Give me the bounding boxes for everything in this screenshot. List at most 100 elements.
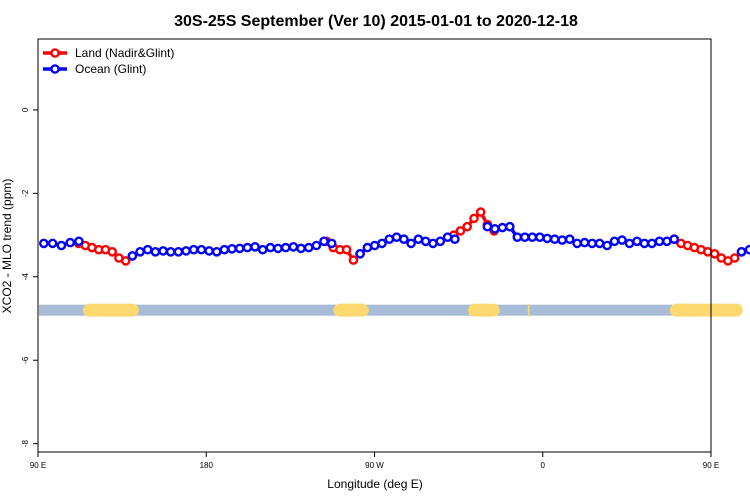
data-point (475, 207, 486, 217)
data-point (158, 246, 168, 256)
data-point (107, 246, 117, 257)
legend-swatch-marker (50, 48, 60, 58)
data-point (196, 244, 207, 255)
x-tick-label: 0 (541, 461, 546, 470)
data-point (482, 221, 493, 232)
data-point (227, 243, 237, 254)
data-point (219, 244, 230, 255)
data-point (462, 221, 473, 232)
x-axis-label: Longitude (deg E) (327, 477, 422, 491)
data-point (311, 240, 322, 251)
legend: Land (Nadir&Glint) Ocean (Glint) (43, 46, 174, 76)
series-layer (39, 207, 750, 266)
data-point (639, 238, 650, 249)
legend-item: Land (Nadir&Glint) (43, 46, 174, 60)
data-point (609, 236, 620, 247)
data-point (384, 234, 395, 244)
data-point (497, 222, 508, 233)
data-point (242, 242, 253, 253)
legend-label: Land (Nadir&Glint) (75, 46, 174, 60)
data-point (399, 234, 409, 244)
data-point (455, 226, 466, 236)
data-point (587, 238, 597, 249)
data-point (273, 243, 283, 254)
data-point (490, 223, 500, 234)
data-point (736, 246, 747, 257)
data-point (181, 246, 191, 256)
data-point (120, 256, 131, 266)
data-point (377, 238, 387, 249)
legend-swatch-marker (50, 64, 60, 74)
land-band-segment (669, 303, 743, 317)
data-point (204, 246, 214, 256)
data-point (127, 251, 138, 261)
data-point (442, 232, 453, 242)
data-point (579, 237, 590, 248)
x-tick-label: 180 (200, 461, 214, 470)
data-point (572, 238, 582, 249)
data-point (469, 213, 479, 224)
data-point (173, 246, 184, 257)
data-point (56, 240, 67, 251)
data-point (527, 232, 538, 242)
data-point (654, 236, 665, 247)
series-land (73, 207, 747, 266)
data-point (341, 244, 352, 255)
data-point (594, 238, 605, 249)
data-point (348, 255, 359, 265)
data-point (355, 248, 365, 259)
land-band-segment (333, 303, 369, 317)
data-point (729, 253, 740, 263)
y-tick-label: -4 (21, 273, 30, 281)
data-point (165, 246, 176, 257)
data-point (39, 238, 49, 249)
data-point (188, 244, 199, 255)
data-point (504, 221, 515, 232)
data-point (520, 232, 530, 242)
data-point (303, 242, 314, 253)
data-point (211, 246, 222, 257)
data-point (564, 234, 575, 244)
land-band-segment (82, 303, 139, 317)
data-point (142, 244, 153, 255)
data-point (542, 233, 553, 244)
data-point (512, 232, 523, 242)
x-tick-label: 90 W (365, 461, 384, 470)
data-point (617, 235, 627, 245)
ocean-band (39, 304, 710, 316)
data-point (647, 238, 657, 249)
data-point (288, 241, 299, 252)
y-axis: 0 -2 -4 -6 -8 (21, 107, 38, 447)
surface-band (39, 303, 743, 317)
y-axis-label: XCO2 - MLO trend (ppm) (0, 179, 14, 314)
data-point (319, 236, 329, 247)
y-tick-label: 0 (21, 107, 30, 112)
x-axis: 90 E 180 90 W 0 90 E (30, 452, 719, 470)
x-tick-label: 90 E (30, 461, 46, 470)
data-point (280, 242, 291, 253)
legend-label: Ocean (Glint) (75, 62, 146, 76)
data-point (406, 238, 416, 249)
data-point (257, 244, 268, 255)
data-point (450, 234, 460, 244)
data-point (669, 234, 680, 244)
y-tick-label: -2 (21, 189, 30, 197)
data-point (632, 236, 642, 247)
x-tick-label: 90 E (703, 461, 719, 470)
data-point (296, 243, 306, 254)
data-point (391, 232, 402, 242)
chart-title: 30S-25S September (Ver 10) 2015-01-01 to… (174, 13, 578, 30)
data-point (234, 243, 245, 254)
data-point (47, 238, 58, 249)
data-point (549, 234, 560, 244)
data-point (265, 242, 276, 253)
data-point (557, 235, 568, 245)
data-point (744, 244, 750, 255)
data-point (250, 241, 260, 252)
data-point (535, 232, 545, 242)
data-point (135, 246, 145, 257)
land-band-segment (527, 303, 530, 317)
y-tick-label: -6 (21, 356, 30, 364)
land-band-segment (467, 303, 500, 317)
